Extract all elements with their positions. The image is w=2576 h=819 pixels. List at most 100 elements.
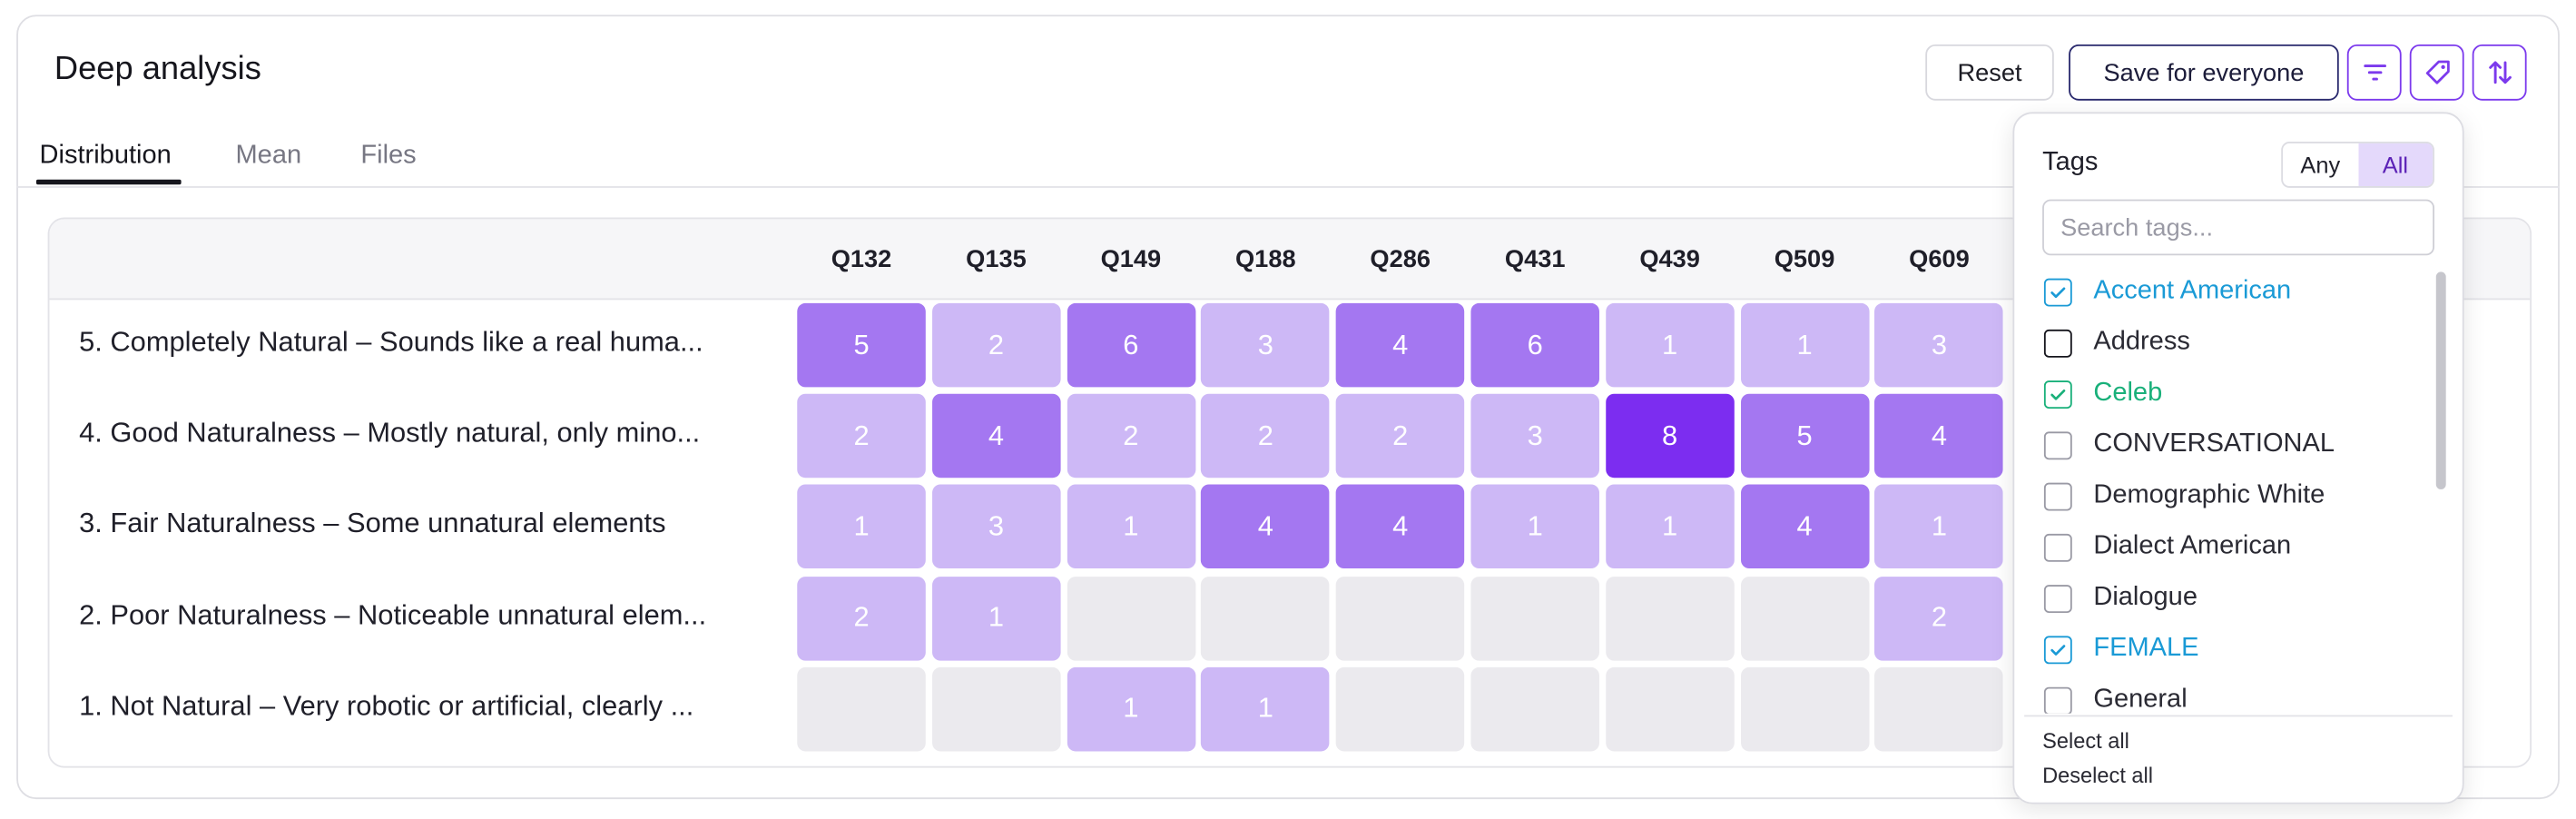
matrix-cell[interactable]: 1 xyxy=(931,576,1061,660)
matrix-cell[interactable] xyxy=(797,666,926,752)
matrix-cell[interactable]: 2 xyxy=(797,394,926,479)
row-label: 5. Completely Natural – Sounds like a re… xyxy=(79,326,703,358)
checkbox-checked[interactable] xyxy=(2043,380,2072,409)
checkbox-checked[interactable] xyxy=(2043,635,2072,664)
matrix-cell[interactable]: 4 xyxy=(931,394,1061,479)
checkbox-unchecked[interactable] xyxy=(2043,329,2072,357)
matrix-cell[interactable]: 4 xyxy=(1874,394,2004,479)
matrix-cell[interactable]: 2 xyxy=(1335,394,1465,479)
tag-label: Celeb xyxy=(2093,379,2163,408)
matrix-cell[interactable] xyxy=(1605,666,1735,752)
tag-button[interactable] xyxy=(2409,44,2464,101)
matrix-cell[interactable]: 2 xyxy=(1874,576,2004,660)
matrix-cell[interactable]: 6 xyxy=(1067,302,1195,388)
checkbox-unchecked[interactable] xyxy=(2043,481,2072,510)
tag-label: Dialect American xyxy=(2093,532,2292,560)
column-header: Q431 xyxy=(1504,245,1566,274)
sort-icon xyxy=(2488,61,2511,84)
tag-list-scrollbar[interactable] xyxy=(2435,271,2446,713)
tag-option[interactable]: Celeb xyxy=(2043,374,2163,414)
matrix-cell[interactable]: 5 xyxy=(797,302,926,388)
save-for-everyone-button[interactable]: Save for everyone xyxy=(2069,44,2339,101)
matrix-cell[interactable] xyxy=(1335,666,1465,752)
match-any-option[interactable]: Any xyxy=(2300,151,2341,178)
tab-distribution[interactable]: Distribution xyxy=(39,142,172,170)
matrix-cell[interactable] xyxy=(1067,576,1195,660)
matrix-cell[interactable] xyxy=(1335,576,1465,660)
matrix-cell[interactable]: 3 xyxy=(1201,302,1331,388)
matrix-cell[interactable]: 8 xyxy=(1605,394,1735,479)
checkbox-checked[interactable] xyxy=(2043,277,2072,306)
tag-label: Accent American xyxy=(2093,276,2292,305)
matrix-cell[interactable]: 4 xyxy=(1335,485,1465,569)
view-tabs: Distribution Mean Files xyxy=(16,138,2560,188)
tag-icon xyxy=(2424,60,2449,84)
checkbox-unchecked[interactable] xyxy=(2043,584,2072,613)
matrix-cell[interactable]: 1 xyxy=(1067,666,1195,752)
matrix-cell[interactable]: 1 xyxy=(1874,485,2004,569)
matrix-cell[interactable]: 6 xyxy=(1470,302,1599,388)
matrix-cell[interactable] xyxy=(1605,576,1735,660)
tag-option[interactable]: General xyxy=(2043,680,2188,714)
tag-option[interactable]: Accent American xyxy=(2043,271,2292,311)
filter-button[interactable] xyxy=(2346,44,2402,101)
tag-option[interactable]: FEMALE xyxy=(2043,629,2199,669)
matrix-cell[interactable] xyxy=(1470,666,1599,752)
column-header: Q132 xyxy=(831,245,892,274)
matrix-cell[interactable]: 4 xyxy=(1335,302,1465,388)
matrix-cell[interactable]: 3 xyxy=(1470,394,1599,479)
checkbox-unchecked[interactable] xyxy=(2043,533,2072,561)
reset-button[interactable]: Reset xyxy=(1925,44,2054,101)
matrix-cell[interactable]: 1 xyxy=(797,485,926,569)
matrix-cell[interactable]: 2 xyxy=(1067,394,1195,479)
tag-label: Address xyxy=(2093,328,2190,356)
tag-label: Demographic White xyxy=(2093,480,2325,509)
matrix-cell[interactable]: 2 xyxy=(931,302,1061,388)
active-tab-indicator xyxy=(35,179,182,185)
panel-title: Deep analysis xyxy=(54,51,261,88)
match-all-option[interactable]: All xyxy=(2357,143,2433,187)
matrix-cell[interactable] xyxy=(1470,576,1599,660)
matrix-cell[interactable]: 4 xyxy=(1201,485,1331,569)
matrix-cell[interactable]: 2 xyxy=(1201,394,1331,479)
tag-label: Dialogue xyxy=(2093,583,2197,612)
matrix-cell[interactable]: 2 xyxy=(797,576,926,660)
checkbox-unchecked[interactable] xyxy=(2043,430,2072,459)
matrix-cell[interactable] xyxy=(1874,666,2004,752)
tags-popup-title: Tags xyxy=(2042,148,2099,177)
sort-button[interactable] xyxy=(2472,44,2527,101)
column-header: Q609 xyxy=(1909,245,1970,274)
matrix-cell[interactable]: 1 xyxy=(1201,666,1331,752)
column-header: Q439 xyxy=(1639,245,1700,274)
matrix-cell[interactable]: 1 xyxy=(1470,485,1599,569)
matrix-cell[interactable] xyxy=(1740,666,1869,752)
checkbox-unchecked[interactable] xyxy=(2043,686,2072,714)
deselect-all-link[interactable]: Deselect all xyxy=(2042,763,2154,788)
tag-option[interactable]: Dialogue xyxy=(2043,578,2197,618)
column-header: Q149 xyxy=(1100,245,1162,274)
matrix-cell[interactable] xyxy=(931,666,1061,752)
scrollbar-thumb[interactable] xyxy=(2435,271,2446,489)
matrix-cell[interactable]: 3 xyxy=(1874,302,2004,388)
matrix-cell[interactable]: 1 xyxy=(1740,302,1869,388)
matrix-cell[interactable]: 3 xyxy=(931,485,1061,569)
matrix-cell[interactable] xyxy=(1740,576,1869,660)
tag-option[interactable]: CONVERSATIONAL xyxy=(2043,425,2335,465)
tag-search-input[interactable] xyxy=(2042,199,2434,256)
tab-mean[interactable]: Mean xyxy=(235,142,302,170)
column-header: Q135 xyxy=(966,245,1027,274)
tag-option[interactable]: Demographic White xyxy=(2043,476,2325,516)
matrix-cell[interactable]: 1 xyxy=(1605,302,1735,388)
matrix-cell[interactable]: 1 xyxy=(1605,485,1735,569)
row-label: 2. Poor Naturalness – Noticeable unnatur… xyxy=(79,598,707,631)
matrix-cell[interactable]: 1 xyxy=(1067,485,1195,569)
tag-option[interactable]: Address xyxy=(2043,323,2190,363)
row-label: 3. Fair Naturalness – Some unnatural ele… xyxy=(79,508,666,540)
matrix-cell[interactable]: 5 xyxy=(1740,394,1869,479)
matrix-cell[interactable]: 4 xyxy=(1740,485,1869,569)
tag-option[interactable]: Dialect American xyxy=(2043,528,2292,567)
checkmark-icon xyxy=(2050,286,2066,298)
matrix-cell[interactable] xyxy=(1201,576,1331,660)
tab-files[interactable]: Files xyxy=(360,142,417,170)
select-all-link[interactable]: Select all xyxy=(2042,728,2129,754)
